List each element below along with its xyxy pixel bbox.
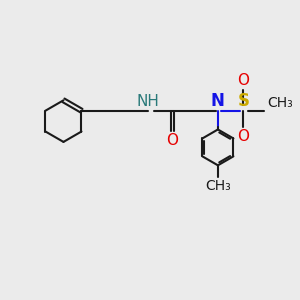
- Text: NH: NH: [137, 94, 160, 109]
- Text: N: N: [211, 92, 225, 110]
- Text: CH₃: CH₃: [267, 95, 293, 110]
- Text: O: O: [167, 133, 178, 148]
- Text: S: S: [237, 92, 249, 110]
- Text: O: O: [237, 129, 249, 144]
- Text: O: O: [237, 74, 249, 88]
- Text: CH₃: CH₃: [205, 179, 231, 193]
